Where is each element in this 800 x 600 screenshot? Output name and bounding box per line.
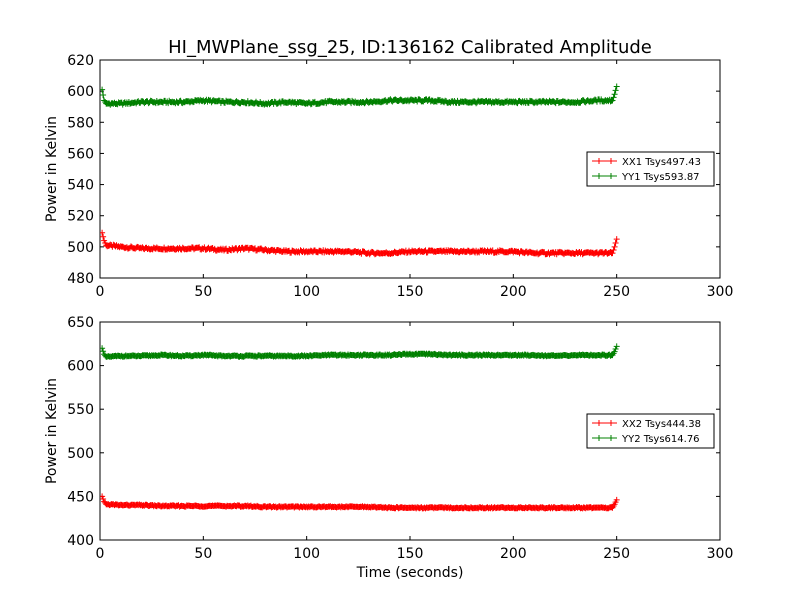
legend-box xyxy=(586,151,715,187)
y-tick-label: 450 xyxy=(67,489,94,505)
legend-entry: XX1 Tsys497.43 xyxy=(622,157,701,168)
x-tick-label: 100 xyxy=(293,546,320,562)
y-tick-label: 500 xyxy=(67,240,94,256)
x-tick-label: 0 xyxy=(96,546,105,562)
series-markers xyxy=(100,343,620,360)
x-tick-label: 250 xyxy=(603,284,630,300)
series-yy1 xyxy=(100,83,620,108)
x-tick-label: 0 xyxy=(96,284,105,300)
x-tick-label: 250 xyxy=(603,546,630,562)
y-tick-label: 560 xyxy=(67,146,94,162)
series-markers xyxy=(100,493,620,512)
series-xx2 xyxy=(100,493,620,512)
y-tick-label: 600 xyxy=(67,84,94,100)
lower-subplot: 0 50 100 150 200 250 300 400 450 500 550 600 650 Powe… xyxy=(44,315,733,581)
x-tick-label: 100 xyxy=(293,284,320,300)
legend-entry: XX2 Tsys444.38 xyxy=(622,419,701,430)
x-tick-label: 50 xyxy=(194,546,212,562)
x-tick-label: 200 xyxy=(500,546,527,562)
x-tick-label: 50 xyxy=(194,284,212,300)
legend-swatch-marker xyxy=(596,420,614,426)
legend-box xyxy=(586,413,715,449)
y-tick-label: 500 xyxy=(67,446,94,462)
x-tick-label: 150 xyxy=(397,546,424,562)
y-tick-label: 400 xyxy=(67,533,94,549)
y-tick-label: 650 xyxy=(67,315,94,331)
x-tick-label: 200 xyxy=(500,284,527,300)
plot-area xyxy=(100,83,620,258)
x-tick-label: 300 xyxy=(707,284,734,300)
y-tick-label: 580 xyxy=(67,115,94,131)
y-tick-label: 520 xyxy=(67,209,94,225)
y-axis-label: Power in Kelvin xyxy=(44,116,60,222)
y-tick-label: 480 xyxy=(67,271,94,287)
y-tick-label: 600 xyxy=(67,359,94,375)
legend-swatch-marker xyxy=(596,158,614,164)
legend: XX2 Tsys444.38 YY2 Tsys614.76 xyxy=(586,413,715,449)
legend-entry: YY1 Tsys593.87 xyxy=(621,172,700,183)
y-tick-label: 550 xyxy=(67,402,94,418)
upper-subplot: 0 50 100 150 200 250 300 480 500 520 540 560 580 600 6… xyxy=(44,53,733,300)
y-tick-label: 540 xyxy=(67,178,94,194)
legend-swatch-marker xyxy=(596,435,614,441)
y-tick-label: 620 xyxy=(67,53,94,69)
series-markers xyxy=(100,83,620,108)
x-tick-label: 150 xyxy=(397,284,424,300)
series-xx1 xyxy=(100,229,620,258)
series-yy2 xyxy=(100,343,620,360)
series-markers xyxy=(100,229,620,258)
legend: XX1 Tsys497.43 YY1 Tsys593.87 xyxy=(586,151,715,187)
legend-swatch-marker xyxy=(596,173,614,179)
plot-area xyxy=(100,343,620,512)
x-axis-label: Time (seconds) xyxy=(356,565,464,581)
chart-title: HI_MWPlane_ssg_25, ID:136162 Calibrated … xyxy=(168,37,652,58)
x-tick-label: 300 xyxy=(707,546,734,562)
legend-entry: YY2 Tsys614.76 xyxy=(621,434,700,445)
y-axis-label: Power in Kelvin xyxy=(44,378,60,484)
